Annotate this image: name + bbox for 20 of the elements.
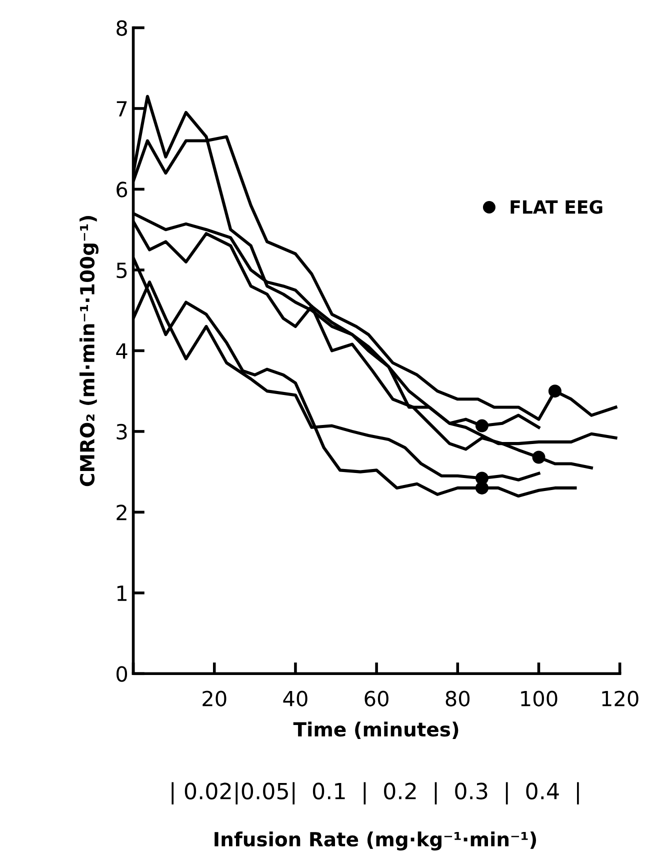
y-tick-label: 3	[116, 424, 127, 440]
x-tick-label: 120	[602, 690, 638, 706]
x-tick-label: 80	[446, 690, 470, 706]
y-tick-label: 8	[116, 20, 127, 36]
y-tick-label: 4	[116, 343, 128, 359]
text: | 0.02|0.05| 0.1 | 0.2 | 0.3 | 0.4 |	[172, 782, 579, 804]
y-tick-label: 2	[116, 504, 126, 520]
x-tick-label: 40	[283, 690, 308, 706]
text: Infusion Rate (mg·kg⁻¹·min⁻¹)	[214, 832, 536, 850]
x-tick-label: 60	[364, 690, 388, 706]
y-axis-title: CMRO₂ (ml·min⁻¹·100g⁻¹)	[80, 216, 98, 486]
y-tick-label: 7	[116, 101, 127, 116]
y-tick-label: 6	[116, 182, 128, 198]
x-axis-title: Time (minutes)	[293, 722, 458, 739]
y-tick-label: 1	[117, 586, 126, 601]
y-tick-label: 0	[116, 666, 128, 682]
x-tick-label: 20	[202, 690, 226, 706]
x-tick-label: 100	[521, 690, 558, 706]
legend-label: FLAT EEG	[510, 200, 602, 214]
y-tick-label: 5	[116, 262, 127, 278]
